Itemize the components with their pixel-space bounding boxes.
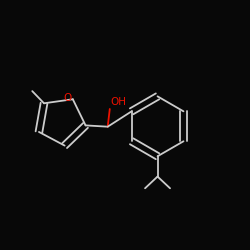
Text: O: O [63, 93, 72, 103]
Text: OH: OH [110, 97, 126, 107]
